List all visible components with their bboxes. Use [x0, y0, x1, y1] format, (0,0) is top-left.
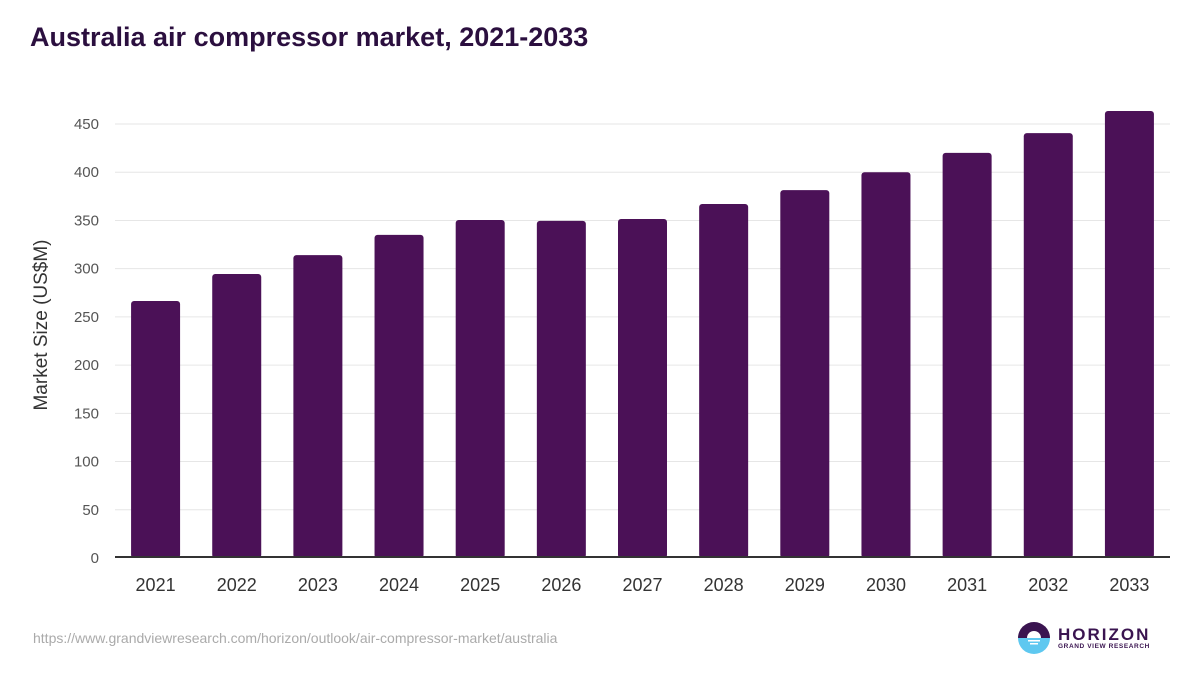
y-tick-label: 300	[74, 261, 99, 278]
y-tick-label: 250	[74, 309, 99, 326]
x-tick-label: 2027	[622, 575, 662, 595]
y-tick-label: 100	[74, 454, 99, 471]
x-tick-label: 2025	[460, 575, 500, 595]
chart-title: Australia air compressor market, 2021-20…	[30, 22, 589, 52]
x-tick-label: 2029	[785, 575, 825, 595]
bar-2028	[699, 204, 749, 558]
bar-2023	[293, 255, 343, 559]
y-axis-label: Market Size (US$M)	[31, 239, 52, 410]
y-tick-label: 0	[91, 550, 99, 567]
logo-sub: GRAND VIEW RESEARCH	[1058, 643, 1150, 650]
horizon-logo-icon	[1018, 622, 1050, 654]
bar-2029	[780, 190, 830, 558]
y-tick-label: 400	[74, 164, 99, 181]
x-tick-label: 2031	[947, 575, 987, 595]
bar-2032	[1023, 133, 1073, 558]
y-tick-label: 150	[74, 405, 99, 422]
x-tick-label: 2024	[379, 575, 419, 595]
x-tick-label: 2033	[1109, 575, 1149, 595]
x-tick-label: 2032	[1028, 575, 1068, 595]
x-tick-label: 2022	[217, 575, 257, 595]
y-tick-label: 350	[74, 212, 99, 229]
bar-2021	[131, 300, 181, 558]
x-tick-label: 2030	[866, 575, 906, 595]
bar-2030	[861, 172, 911, 558]
bar-2033	[1104, 110, 1154, 558]
bar-2026	[536, 220, 586, 558]
y-tick-label: 450	[74, 116, 99, 133]
x-tick-label: 2021	[136, 575, 176, 595]
bar-2025	[455, 219, 505, 558]
bar-2031	[942, 152, 992, 558]
horizon-logo: HORIZON GRAND VIEW RESEARCH	[1018, 622, 1150, 654]
source-url[interactable]: https://www.grandviewresearch.com/horizo…	[33, 630, 558, 646]
x-tick-label: 2028	[704, 575, 744, 595]
y-tick-label: 200	[74, 357, 99, 374]
bar-2027	[618, 218, 667, 558]
bar-2022	[212, 273, 262, 558]
bar-2024	[374, 234, 424, 558]
y-tick-label: 50	[82, 502, 99, 519]
x-tick-label: 2026	[541, 575, 581, 595]
logo-name: HORIZON	[1058, 625, 1151, 644]
x-axis-line	[115, 556, 1170, 558]
x-tick-label: 2023	[298, 575, 338, 595]
